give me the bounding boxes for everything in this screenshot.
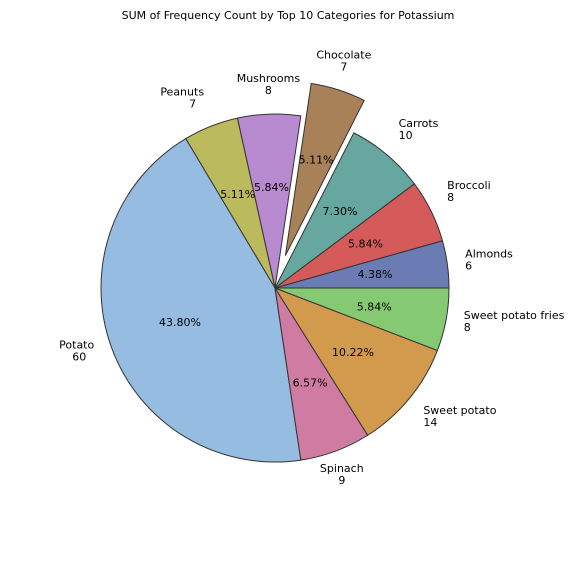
category-label-peanuts: Peanuts bbox=[160, 86, 204, 99]
chart-title: SUM of Frequency Count by Top 10 Categor… bbox=[122, 9, 455, 22]
pie-slices bbox=[100, 82, 450, 463]
pie-slice-sweet-potato bbox=[273, 286, 439, 436]
percent-label-chocolate: 5.11% bbox=[299, 153, 334, 166]
value-label-almonds: 6 bbox=[465, 260, 472, 273]
value-label-broccoli: 8 bbox=[447, 191, 454, 204]
percent-label-spinach: 6.57% bbox=[293, 377, 328, 390]
value-label-peanuts: 7 bbox=[189, 98, 196, 111]
percent-label-potato: 43.80% bbox=[159, 316, 201, 329]
category-label-sweet-potato: Sweet potato bbox=[423, 404, 496, 417]
percent-labels: 4.38%5.84%7.30%5.11%5.84%5.11%43.80%6.57… bbox=[159, 153, 392, 389]
category-label-potato: Potato bbox=[59, 339, 94, 352]
category-label-mushrooms: Mushrooms bbox=[237, 72, 301, 85]
percent-label-broccoli: 5.84% bbox=[348, 237, 383, 250]
value-label-spinach: 9 bbox=[338, 474, 345, 487]
percent-label-almonds: 4.38% bbox=[357, 268, 392, 281]
percent-label-sweet-potato: 10.22% bbox=[332, 346, 374, 359]
value-label-sweet-potato-fries: 8 bbox=[464, 321, 471, 334]
percent-label-carrots: 7.30% bbox=[322, 205, 357, 218]
percent-label-mushrooms: 5.84% bbox=[254, 181, 289, 194]
value-label-potato: 60 bbox=[72, 351, 86, 364]
value-label-sweet-potato: 14 bbox=[423, 416, 437, 429]
percent-label-peanuts: 5.11% bbox=[220, 188, 255, 201]
pie-slice-potato bbox=[100, 137, 302, 463]
category-label-almonds: Almonds bbox=[465, 248, 513, 261]
value-label-mushrooms: 8 bbox=[265, 84, 272, 97]
category-label-broccoli: Broccoli bbox=[447, 179, 491, 192]
category-labels: Almonds6Broccoli8Carrots10Chocolate7Mush… bbox=[59, 49, 564, 487]
percent-label-sweet-potato-fries: 5.84% bbox=[357, 300, 392, 313]
value-label-carrots: 10 bbox=[399, 129, 413, 142]
category-label-sweet-potato-fries: Sweet potato fries bbox=[464, 309, 565, 322]
value-label-chocolate: 7 bbox=[340, 61, 347, 74]
category-label-chocolate: Chocolate bbox=[316, 49, 371, 62]
pie-slice-chocolate bbox=[284, 82, 365, 256]
category-label-spinach: Spinach bbox=[320, 462, 364, 475]
category-label-carrots: Carrots bbox=[399, 117, 439, 130]
pie-slice-sweet-potato-fries bbox=[274, 287, 450, 352]
pie-slice-carrots bbox=[274, 132, 416, 289]
